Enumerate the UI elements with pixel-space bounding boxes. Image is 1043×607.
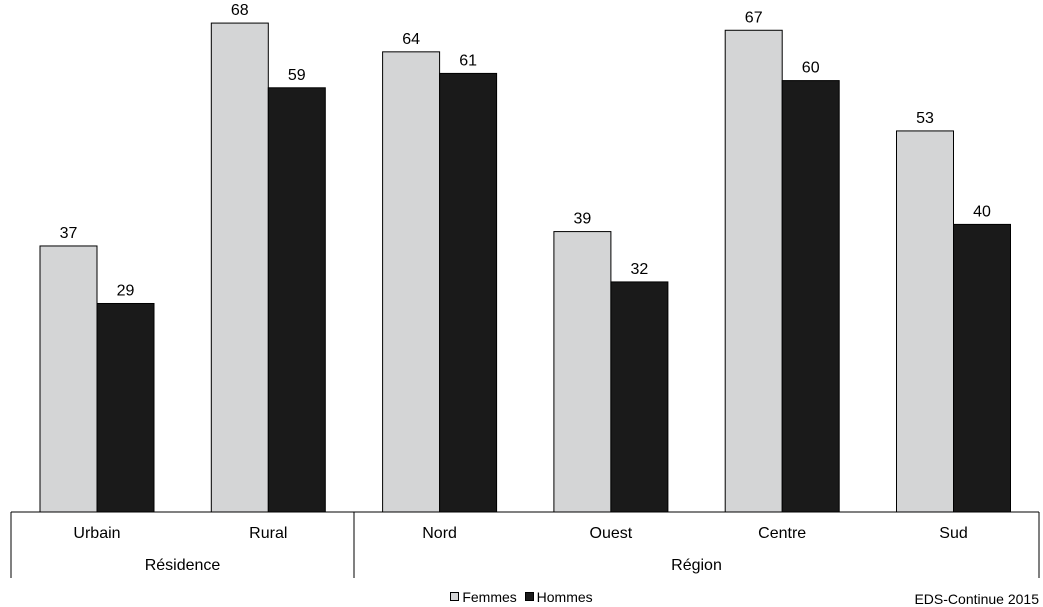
value-label-hommes-nord: 61 (459, 52, 477, 69)
category-label-centre: Centre (758, 525, 806, 542)
legend: Femmes Hommes (0, 588, 1043, 605)
value-label-femmes-urbain: 37 (60, 225, 78, 242)
value-labels-layer: 37 29 68 59 64 61 39 32 67 60 53 40 (60, 2, 991, 299)
category-label-sud: Sud (939, 525, 967, 542)
value-label-femmes-sud: 53 (916, 110, 934, 127)
value-label-femmes-rural: 68 (231, 2, 249, 19)
legend-label-femmes: Femmes (462, 588, 517, 605)
bar-femmes-sud (896, 130, 954, 513)
bar-femmes-urbain (39, 245, 98, 513)
category-label-urbain: Urbain (73, 525, 120, 542)
bars-layer (39, 22, 1011, 513)
bar-femmes-rural (210, 22, 269, 513)
bar-hommes-nord (439, 72, 498, 513)
group-label-0: Résidence (145, 557, 221, 574)
bar-hommes-urbain (96, 302, 155, 513)
value-label-femmes-nord: 64 (402, 31, 420, 48)
bar-femmes-nord (382, 51, 441, 513)
legend-swatch-hommes (524, 592, 534, 601)
axis-layer: Urbain Rural Nord Ouest Centre Sud Résidence Ré… (10, 511, 1040, 578)
source-note: EDS-Continue 2015 (914, 591, 1039, 607)
value-label-hommes-sud: 40 (973, 203, 991, 220)
value-label-hommes-centre: 60 (802, 60, 820, 77)
value-label-femmes-ouest: 39 (574, 211, 592, 228)
value-label-hommes-rural: 59 (288, 67, 306, 84)
group-label-1: Région (671, 557, 722, 574)
bar-hommes-sud (953, 223, 1011, 513)
bar-chart: 37 29 68 59 64 61 39 32 67 60 53 40 Urbain Rural Nord… (10, 2, 1040, 578)
bar-femmes-centre (724, 29, 783, 513)
legend-item-hommes: Hommes (524, 588, 593, 605)
category-label-rural: Rural (249, 525, 287, 542)
bar-hommes-ouest (610, 281, 669, 513)
category-label-nord: Nord (422, 525, 457, 542)
bar-femmes-ouest (553, 231, 612, 513)
legend-label-hommes: Hommes (536, 588, 593, 605)
value-label-hommes-ouest: 32 (631, 261, 649, 278)
legend-swatch-femmes (450, 592, 460, 601)
category-label-ouest: Ouest (590, 525, 633, 542)
value-label-femmes-centre: 67 (745, 9, 763, 26)
bar-hommes-rural (267, 87, 326, 513)
bar-hommes-centre (781, 80, 840, 513)
value-label-hommes-urbain: 29 (117, 282, 135, 299)
legend-item-femmes: Femmes (450, 588, 517, 605)
